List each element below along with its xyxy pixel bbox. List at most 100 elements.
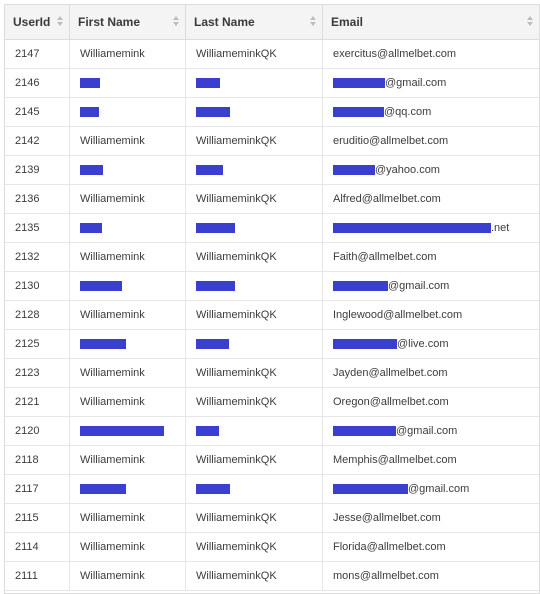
cell-email-text: Florida@allmelbet.com [333,541,446,553]
table-row[interactable]: 2146 @gmail.com [5,69,539,98]
cell-userid: 2128 [5,301,70,329]
cell-first-name-text: Williamemink [80,512,145,524]
cell-userid-text: 2146 [15,77,40,89]
table-row[interactable]: 2128 Williamemink WilliameminkQK Inglewood@… [5,301,539,330]
sort-arrows-icon[interactable] [310,14,316,28]
cell-first-name: Williamemink [70,185,186,213]
table-row[interactable]: 2111 Williamemink WilliameminkQK mons@allme… [5,562,539,591]
table-row[interactable]: 2117 @gmail.com [5,475,539,504]
table-row[interactable]: 2115 Williamemink WilliameminkQK Jesse@allm… [5,504,539,533]
cell-first-name: Williamemink [70,533,186,561]
redaction-bar [80,484,126,494]
redaction-bar [196,281,235,291]
cell-email: Alfred@allmelbet.com [323,185,539,213]
sort-arrows-icon[interactable] [57,14,63,28]
cell-email: mons@allmelbet.com [323,562,539,590]
cell-userid: 2132 [5,243,70,271]
cell-first-name [70,156,186,184]
cell-last-name [186,156,323,184]
table-row[interactable]: 2123 Williamemink WilliameminkQK Jayden@all… [5,359,539,388]
cell-last-name: WilliameminkQK [186,185,323,213]
column-header-label: Last Name [194,15,255,29]
cell-first-name-text: Williamemink [80,396,145,408]
cell-first-name: Williamemink [70,359,186,387]
table-row[interactable]: 2130 @gmail.com [5,272,539,301]
table-row[interactable]: 2118 Williamemink WilliameminkQK Memphis@al… [5,446,539,475]
cell-first-name: Williamemink [70,504,186,532]
cell-first-name-text: Williamemink [80,570,145,582]
cell-userid-text: 2147 [15,48,40,60]
table-row[interactable]: 2120 @gmail.com [5,417,539,446]
cell-userid-text: 2117 [15,483,39,495]
table-row[interactable]: 2135 .net [5,214,539,243]
redaction-bar [196,223,235,233]
cell-last-name [186,214,323,242]
cell-userid-text: 2130 [15,280,40,292]
table-row[interactable]: 2132 Williamemink WilliameminkQK Faith@allm… [5,243,539,272]
cell-userid-text: 2128 [15,309,40,321]
redaction-bar [80,223,102,233]
column-header-label: UserId [13,15,51,29]
cell-last-name-text: WilliameminkQK [196,367,277,379]
redaction-bar [333,426,396,436]
redaction-bar [80,281,122,291]
cell-userid: 2117 [5,475,70,503]
table-row[interactable]: 2136 Williamemink WilliameminkQK Alfred@all… [5,185,539,214]
column-header-userid[interactable]: UserId [5,5,70,39]
cell-userid: 2121 [5,388,70,416]
cell-email: Jesse@allmelbet.com [323,504,539,532]
cell-email: @gmail.com [323,272,539,300]
cell-first-name: Williamemink [70,40,186,68]
cell-first-name: Williamemink [70,243,186,271]
cell-email-text: .net [491,222,510,234]
cell-last-name: WilliameminkQK [186,359,323,387]
column-header-email[interactable]: Email [323,5,539,39]
cell-last-name [186,98,323,126]
column-header-last-name[interactable]: Last Name [186,5,323,39]
cell-userid-text: 2111 [15,570,38,582]
cell-email: Faith@allmelbet.com [323,243,539,271]
sort-arrows-icon[interactable] [173,14,179,28]
cell-email: exercitus@allmelbet.com [323,40,539,68]
cell-email-text: Memphis@allmelbet.com [333,454,457,466]
cell-last-name: WilliameminkQK [186,533,323,561]
cell-userid-text: 2135 [15,222,40,234]
redaction-bar [333,339,397,349]
cell-first-name: Williamemink [70,388,186,416]
cell-last-name [186,417,323,445]
cell-first-name: Williamemink [70,562,186,590]
cell-email-text: Faith@allmelbet.com [333,251,437,263]
table-row[interactable]: 2121 Williamemink WilliameminkQK Oregon@all… [5,388,539,417]
table-row[interactable]: 2145 @qq.com [5,98,539,127]
table-row[interactable]: 2147 Williamemink WilliameminkQK exercitus@… [5,40,539,69]
cell-email-text: @gmail.com [388,280,450,292]
cell-last-name [186,69,323,97]
cell-email-text: Alfred@allmelbet.com [333,193,441,205]
cell-userid-text: 2120 [15,425,40,437]
cell-first-name-text: Williamemink [80,367,145,379]
table-header: UserId First Name Last Name Email [5,5,539,40]
cell-first-name: Williamemink [70,446,186,474]
table-row[interactable]: 2125 @live.com [5,330,539,359]
users-table: UserId First Name Last Name Email 2147 Wi… [4,4,540,594]
cell-email-text: @gmail.com [408,483,470,495]
cell-email-text: mons@allmelbet.com [333,570,439,582]
cell-last-name: WilliameminkQK [186,243,323,271]
cell-userid-text: 2114 [15,541,39,553]
cell-last-name [186,330,323,358]
cell-last-name-text: WilliameminkQK [196,512,277,524]
column-header-first-name[interactable]: First Name [70,5,186,39]
cell-email: Oregon@allmelbet.com [323,388,539,416]
cell-email-text: @yahoo.com [375,164,440,176]
redaction-bar [333,107,384,117]
cell-first-name-text: Williamemink [80,454,145,466]
table-row[interactable]: 2114 Williamemink WilliameminkQK Florida@al… [5,533,539,562]
cell-first-name: Williamemink [70,127,186,155]
table-row[interactable]: 2142 Williamemink WilliameminkQK eruditio@a… [5,127,539,156]
cell-last-name: WilliameminkQK [186,301,323,329]
cell-last-name-text: WilliameminkQK [196,454,277,466]
sort-arrows-icon[interactable] [527,14,533,28]
redaction-bar [333,281,388,291]
cell-last-name-text: WilliameminkQK [196,251,277,263]
table-row[interactable]: 2139 @yahoo.com [5,156,539,185]
